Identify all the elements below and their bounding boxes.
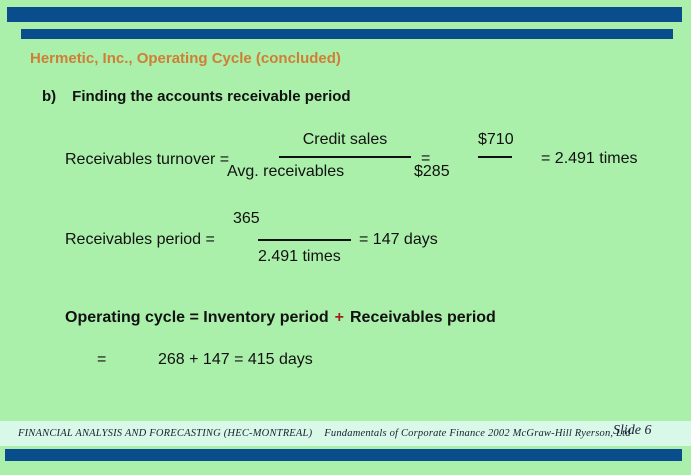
receivables-turnover-equals: = bbox=[421, 150, 431, 167]
footer-course: FINANCIAL ANALYSIS AND FORECASTING (HEC-… bbox=[18, 428, 313, 439]
receivables-turnover-numerator: Credit sales bbox=[302, 131, 388, 148]
bullet-marker: b) bbox=[42, 88, 57, 105]
receivables-turnover-label: Receivables turnover = bbox=[65, 151, 230, 168]
fraction-bar-period bbox=[258, 239, 351, 241]
footer-reference: Fundamentals of Corporate Finance 2002 M… bbox=[324, 428, 631, 439]
slide-number: Slide 6 bbox=[613, 423, 652, 438]
receivables-turnover-denominator: Avg. receivables bbox=[227, 163, 345, 180]
bullet-line: b) Finding the accounts receivable perio… bbox=[42, 88, 351, 105]
receivables-period-denominator: 2.491 times bbox=[258, 248, 341, 265]
bottom-bar bbox=[5, 449, 682, 461]
receivables-period-result: = 147 days bbox=[359, 231, 438, 248]
receivables-period-label: Receivables period = bbox=[65, 231, 215, 248]
page-title: Hermetic, Inc., Operating Cycle (conclud… bbox=[30, 50, 341, 67]
receivables-turnover-result: = 2.491 times bbox=[541, 150, 638, 167]
receivables-turnover-value-numerator: $710 bbox=[478, 131, 514, 148]
fraction-bar-credit-sales bbox=[279, 156, 411, 158]
operating-cycle-after-plus: Receivables period bbox=[349, 309, 496, 326]
receivables-turnover-value-denominator: $285 bbox=[414, 163, 450, 180]
receivables-period-numerator: 365 bbox=[233, 210, 260, 227]
footer-band bbox=[0, 421, 691, 446]
top-bar-secondary bbox=[21, 29, 673, 39]
calculation-equals: = bbox=[97, 351, 107, 368]
operating-cycle-before-plus: Operating cycle = Inventory period bbox=[65, 309, 329, 326]
fraction-bar-values bbox=[478, 156, 512, 158]
operating-cycle-line: Operating cycle = Inventory period + Recei… bbox=[65, 309, 496, 327]
operating-cycle-plus: + bbox=[334, 309, 344, 326]
calculation-expression: 268 + 147 = 415 days bbox=[158, 351, 313, 368]
bullet-text: Finding the accounts receivable period bbox=[72, 88, 351, 105]
top-bar-primary bbox=[7, 7, 682, 22]
footer-text: FINANCIAL ANALYSIS AND FORECASTING (HEC-… bbox=[18, 428, 631, 439]
